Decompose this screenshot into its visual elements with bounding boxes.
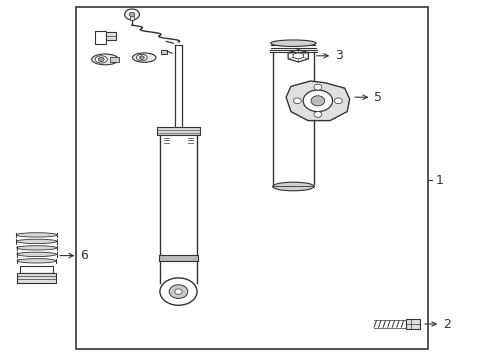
Circle shape xyxy=(139,56,144,59)
Bar xyxy=(159,255,197,261)
Bar xyxy=(17,273,56,283)
Ellipse shape xyxy=(16,239,57,244)
Bar xyxy=(161,50,167,54)
Bar xyxy=(405,319,419,329)
Circle shape xyxy=(98,57,104,62)
Circle shape xyxy=(303,90,332,112)
Text: 6: 6 xyxy=(60,249,88,262)
Ellipse shape xyxy=(132,53,156,62)
Text: 5: 5 xyxy=(354,91,381,104)
Circle shape xyxy=(160,278,197,305)
Ellipse shape xyxy=(92,54,118,65)
Circle shape xyxy=(310,96,324,106)
Circle shape xyxy=(313,112,321,117)
Text: 4: 4 xyxy=(321,96,348,109)
Polygon shape xyxy=(285,81,349,121)
Circle shape xyxy=(334,98,342,104)
Ellipse shape xyxy=(16,233,57,237)
Ellipse shape xyxy=(17,246,57,250)
Text: 2: 2 xyxy=(424,318,450,330)
Ellipse shape xyxy=(17,252,57,256)
Circle shape xyxy=(174,289,182,294)
Ellipse shape xyxy=(95,56,107,63)
Ellipse shape xyxy=(136,54,147,61)
Circle shape xyxy=(313,84,321,90)
Text: 1: 1 xyxy=(435,174,443,186)
Ellipse shape xyxy=(270,40,315,46)
Text: 3: 3 xyxy=(316,49,342,62)
Bar xyxy=(157,127,199,135)
Circle shape xyxy=(129,12,135,17)
Bar xyxy=(110,57,119,62)
Ellipse shape xyxy=(272,182,314,191)
Bar xyxy=(20,266,53,273)
Bar xyxy=(106,32,116,40)
Ellipse shape xyxy=(124,9,139,20)
Bar xyxy=(129,16,134,20)
Circle shape xyxy=(293,98,301,104)
Bar xyxy=(95,31,106,44)
Ellipse shape xyxy=(17,259,56,263)
Circle shape xyxy=(169,285,187,298)
Bar xyxy=(76,7,427,349)
